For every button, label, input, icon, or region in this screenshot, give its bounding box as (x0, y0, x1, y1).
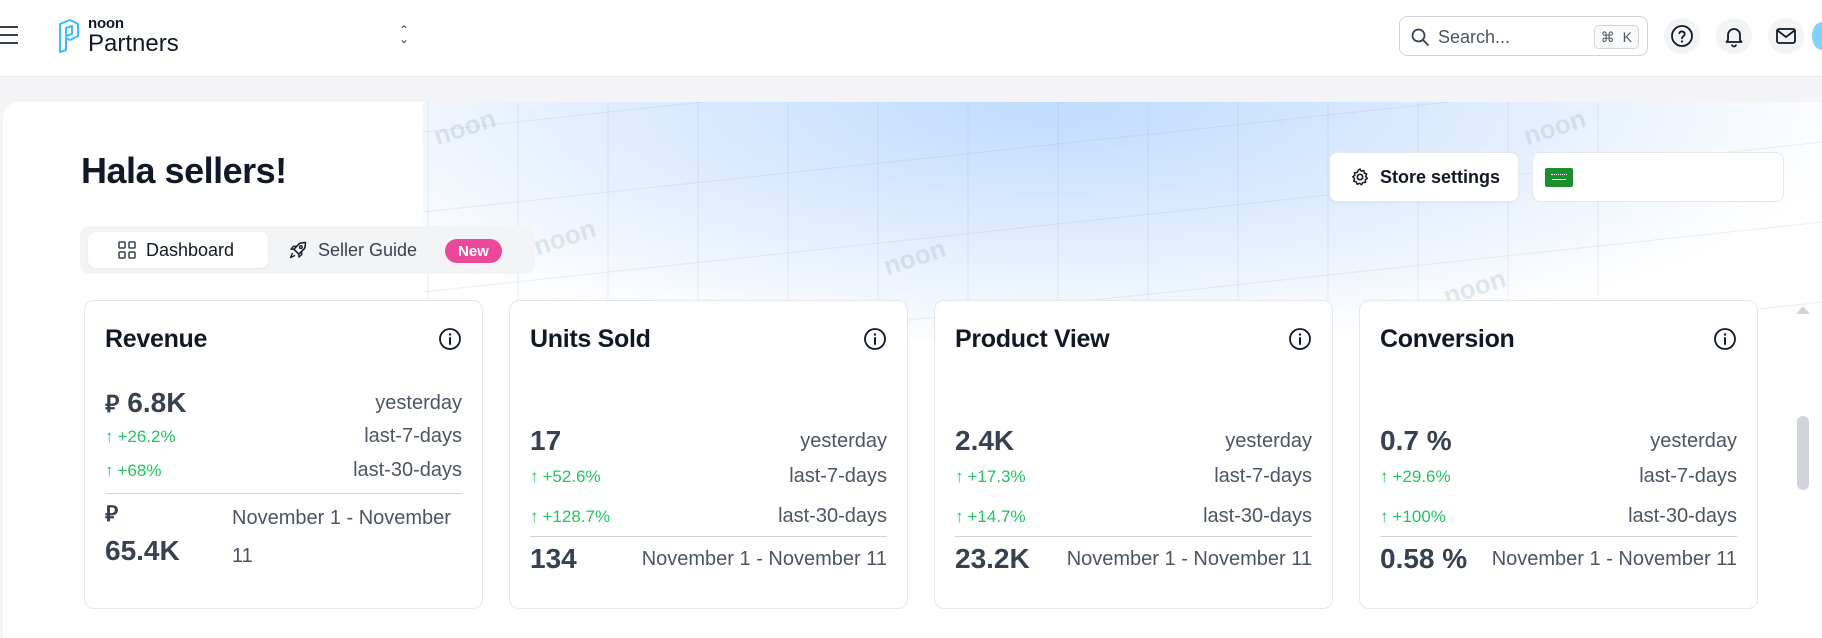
arrow-up-icon: ↑ (955, 466, 964, 486)
logo-mark-icon (59, 19, 79, 53)
arrow-up-icon: ↑ (105, 426, 114, 446)
yesterday-value: ⃁ 6.8K (105, 387, 187, 418)
yesterday-label: yesterday (1225, 429, 1312, 452)
yesterday-value: 0.7 % (1380, 425, 1452, 456)
arrow-up-icon: ↑ (105, 460, 114, 480)
rocket-icon (289, 241, 307, 259)
period-value: 134 (530, 543, 577, 574)
period-value: 23.2K (955, 543, 1030, 574)
conversion-card: Conversion 0.7 % yesterday ↑ +29.6% last-… (1359, 300, 1758, 609)
change-30-days: ↑ +100% (1380, 506, 1446, 526)
help-icon (1671, 25, 1693, 47)
divider (105, 493, 462, 494)
last-7-days-label: last-7-days (364, 425, 462, 447)
last-30-days-label: last-30-days (1203, 505, 1312, 527)
yesterday-label: yesterday (1650, 429, 1737, 452)
tab-dashboard-label: Dashboard (146, 239, 235, 260)
change-7-days: ↑ +26.2% (105, 426, 176, 446)
page-title: Hala sellers! (81, 150, 287, 191)
change-7-days: ↑ +29.6% (1380, 466, 1451, 486)
divider (1380, 536, 1737, 537)
country-selector[interactable] (1532, 152, 1784, 202)
arrow-up-icon: ↑ (530, 466, 539, 486)
noon-partners-logo[interactable]: noon Partners (56, 16, 179, 56)
change-7-days: ↑ +52.6% (530, 466, 601, 486)
store-switcher-icon[interactable]: ⌃ ⌄ (398, 23, 410, 46)
change-30-days: ↑ +128.7% (530, 506, 611, 526)
avatar[interactable] (1812, 22, 1822, 50)
card-title: Conversion (1380, 325, 1515, 353)
product-view-card: Product View 2.4K yesterday ↑ +17.3% last… (934, 300, 1333, 609)
last-30-days-label: last-30-days (353, 459, 462, 481)
yesterday-value: 17 (530, 425, 562, 456)
card-title: Product View (955, 325, 1110, 353)
card-title: Units Sold (530, 325, 651, 353)
grid-icon (118, 241, 136, 259)
search-input[interactable]: Search... ⌘ K (1399, 16, 1648, 56)
period-label: November 1 - November 11 (232, 507, 451, 567)
tab-seller-guide[interactable]: Seller Guide (288, 232, 417, 268)
yesterday-value: 2.4K (955, 425, 1015, 456)
logo-big-text: Partners (88, 30, 179, 57)
change-30-days: ↑ +68% (105, 460, 162, 480)
logo-small-text: noon (88, 15, 124, 32)
riyal-icon: ⃁ (105, 391, 120, 418)
store-settings-label: Store settings (1380, 166, 1501, 187)
yesterday-label: yesterday (375, 391, 462, 414)
revenue-card: Revenue ⃁ 6.8K yesterday ↑ +26.2% last-7-d… (84, 300, 483, 609)
last-7-days-label: last-7-days (1214, 465, 1312, 487)
period-value: 0.58 % (1380, 543, 1468, 574)
last-30-days-label: last-30-days (778, 505, 887, 527)
change-7-days: ↑ +17.3% (955, 466, 1026, 486)
info-icon[interactable] (1713, 327, 1737, 351)
yesterday-label: yesterday (800, 429, 887, 452)
tab-seller-guide-label: Seller Guide (318, 239, 418, 260)
change-30-days: ↑ +14.7% (955, 506, 1026, 526)
info-icon[interactable] (438, 327, 462, 351)
dashboard-tabs: Dashboard Seller Guide New (80, 226, 535, 274)
menu-icon[interactable] (0, 26, 22, 44)
mail-icon (1776, 28, 1796, 44)
period-label: November 1 - November 11 (641, 547, 887, 570)
search-shortcut: ⌘ K (1593, 25, 1639, 49)
bell-icon (1725, 28, 1743, 48)
info-icon[interactable] (863, 327, 887, 351)
new-badge: New (445, 239, 502, 263)
arrow-up-icon: ↑ (530, 506, 539, 526)
info-icon[interactable] (1288, 327, 1312, 351)
gear-icon (1352, 168, 1369, 186)
saudi-flag-icon (1545, 168, 1573, 187)
arrow-up-icon: ↑ (1380, 506, 1389, 526)
units-sold-card: Units Sold 17 yesterday ↑ +52.6% last-7-d… (509, 300, 908, 609)
divider (530, 536, 887, 537)
card-title: Revenue (105, 325, 208, 353)
arrow-up-icon: ↑ (955, 506, 964, 526)
store-settings-button[interactable]: Store settings (1329, 152, 1519, 202)
search-icon (1411, 28, 1429, 46)
riyal-icon: ⃁ (105, 501, 119, 526)
last-7-days-label: last-7-days (789, 465, 887, 487)
search-placeholder: Search... (1438, 27, 1511, 47)
scroll-up-arrow[interactable] (1796, 306, 1810, 314)
divider (955, 536, 1312, 537)
last-30-days-label: last-30-days (1628, 505, 1737, 527)
scrollbar-thumb[interactable] (1797, 416, 1809, 490)
arrow-up-icon: ↑ (1380, 466, 1389, 486)
notifications-button[interactable] (1716, 18, 1752, 54)
command-key-icon: ⌘ (1600, 28, 1615, 45)
help-button[interactable] (1664, 18, 1700, 54)
messages-button[interactable] (1768, 18, 1804, 54)
period-label: November 1 - November 11 (1066, 547, 1312, 570)
shortcut-key: K (1622, 29, 1632, 45)
period-label: November 1 - November 11 (1491, 547, 1737, 570)
last-7-days-label: last-7-days (1639, 465, 1737, 487)
top-bar: noon Partners ⌃ ⌄ Search... ⌘ K (0, 0, 1822, 77)
tab-dashboard[interactable]: Dashboard (88, 232, 268, 268)
period-value: 65.4K (105, 535, 180, 566)
dashboard-panel: noon noon noon noon noon Hala sellers! S… (3, 102, 1822, 638)
